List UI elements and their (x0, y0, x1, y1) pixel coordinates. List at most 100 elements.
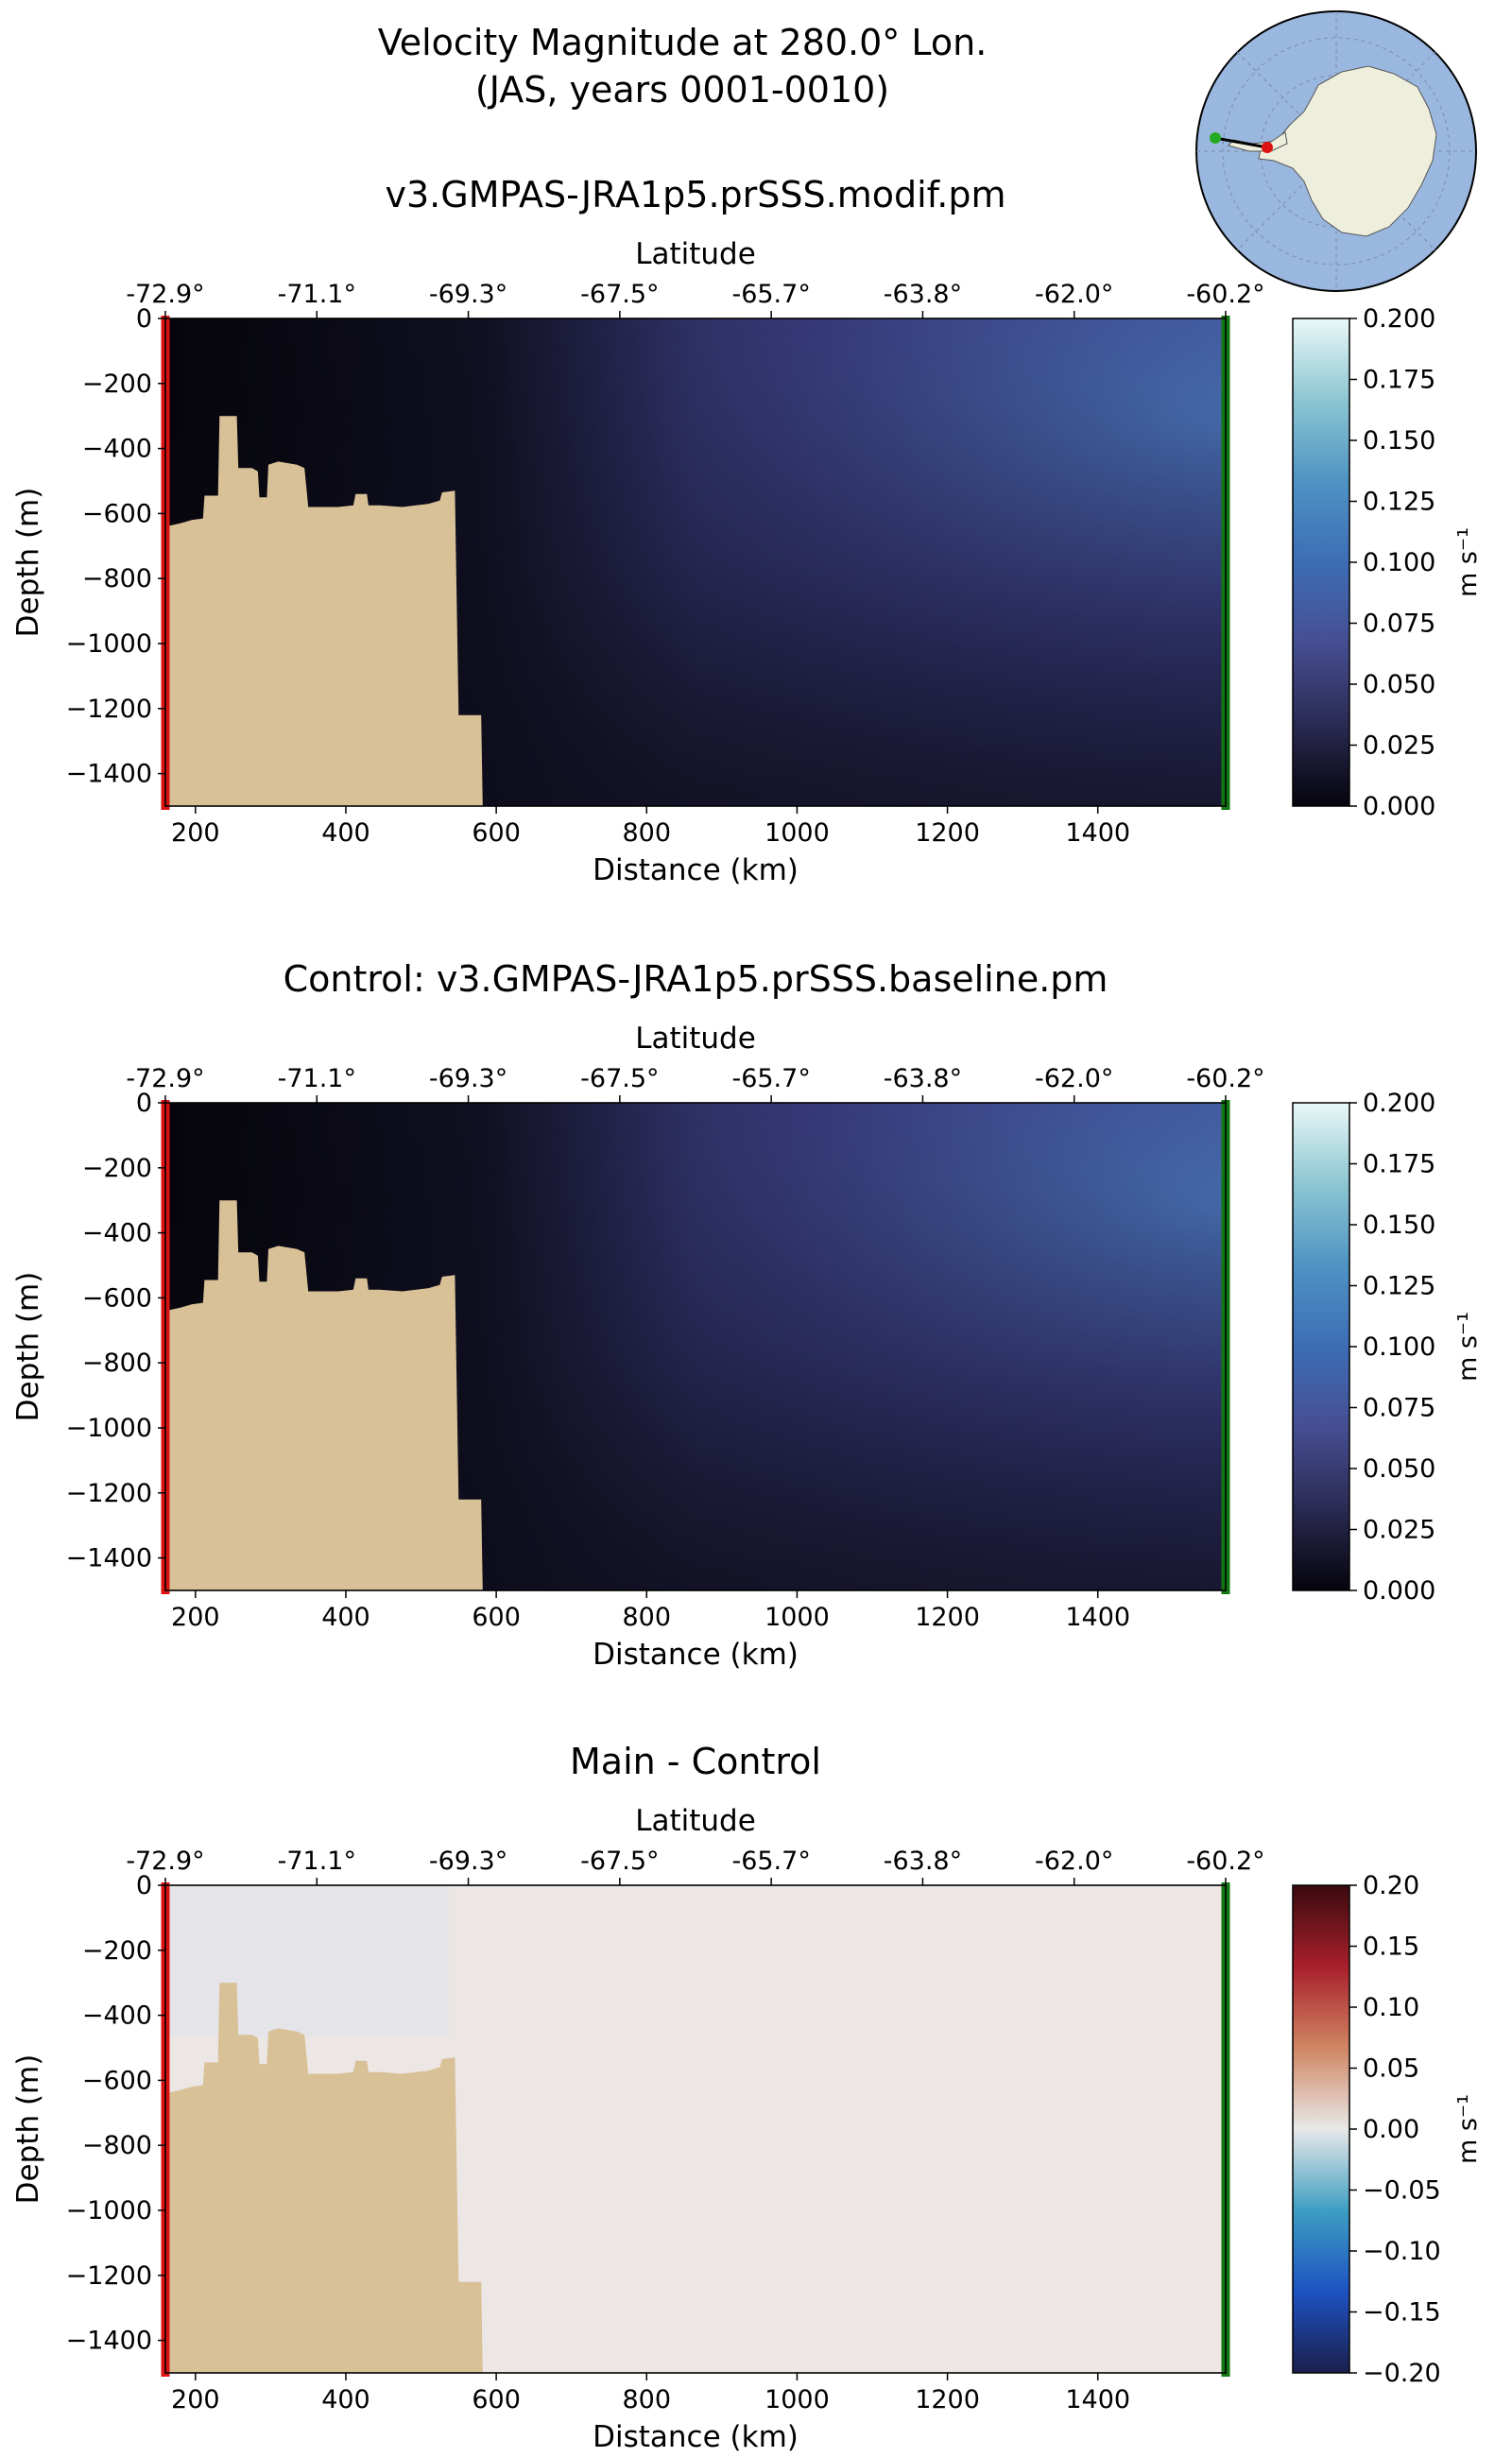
y-tick-label: −1200 (66, 1479, 152, 1508)
plot-frame (164, 1884, 1227, 2374)
latitude-tick-label: -63.8° (884, 280, 962, 309)
colorbar-label: m s⁻¹ (1453, 2094, 1483, 2164)
latitude-tick-label: -65.7° (731, 280, 810, 309)
colorbar-tick-label: 0.150 (1363, 1211, 1435, 1240)
x-tick-label: 400 (321, 1603, 370, 1632)
x-axis-label: Distance (km) (593, 1638, 799, 1672)
plot-frame (164, 318, 1227, 807)
latitude-tick-label: -72.9° (126, 1847, 204, 1876)
latitude-tick-label: -62.0° (1035, 280, 1113, 309)
colorbar: 0.000 0.025 0.050 0.075 0.100 0.125 0.150 0.175… (1292, 304, 1483, 821)
y-tick-label: −1200 (66, 695, 152, 724)
panel-title: Main - Control (570, 1741, 821, 1782)
latitude-tick-label: -60.2° (1186, 1064, 1264, 1093)
colorbar-tick-label: −0.20 (1363, 2359, 1441, 2388)
x-tick-label: 1000 (765, 1603, 830, 1632)
colorbar-tick-label: 0.075 (1363, 1394, 1435, 1423)
seafloor-topography (165, 1200, 483, 1590)
y-axis-label: Depth (m) (11, 1272, 45, 1422)
colorbar-tick-label: 0.20 (1363, 1871, 1419, 1900)
latitude-tick-label: -69.3° (429, 280, 507, 309)
inset-section-end (1262, 142, 1273, 153)
x-tick-label: 400 (321, 2385, 370, 2414)
y-tick-label: −1000 (66, 1414, 152, 1443)
inset-map (1195, 10, 1477, 292)
colorbar-tick-label: 0.05 (1363, 2054, 1419, 2084)
colorbar-tick-label: 0.125 (1363, 488, 1435, 517)
colorbar-tick-label: 0.00 (1363, 2115, 1419, 2144)
x-tick-label: 400 (321, 818, 370, 848)
colorbar-label: m s⁻¹ (1453, 527, 1483, 597)
x-tick-label: 1400 (1065, 1603, 1130, 1632)
colorbar-tick-label: 0.150 (1363, 426, 1435, 455)
latitude-tick-label: -71.1° (278, 1064, 356, 1093)
colorbar-tick-label: 0.025 (1363, 731, 1435, 761)
colorbar-tick-label: 0.200 (1363, 304, 1435, 334)
latitude-tick-label: -72.9° (126, 280, 204, 309)
colorbar-tick-label: 0.000 (1363, 1576, 1435, 1606)
inset-section-line (1214, 136, 1268, 149)
y-tick-label: −800 (82, 1349, 152, 1378)
latitude-tick-label: -67.5° (580, 1064, 659, 1093)
colorbar-tick-label: 0.10 (1363, 1993, 1419, 2022)
x-tick-label: 200 (171, 1603, 220, 1632)
latitude-tick-label: -62.0° (1035, 1847, 1113, 1876)
latitude-axis-label: Latitude (635, 1022, 756, 1056)
x-tick-label: 800 (623, 818, 672, 848)
y-tick-label: −600 (82, 1283, 152, 1313)
colorbar-tick-label: 0.175 (1363, 366, 1435, 395)
x-tick-label: 600 (472, 1603, 521, 1632)
colorbar-fill (1292, 318, 1350, 807)
latitude-tick-label: -63.8° (884, 1847, 962, 1876)
x-tick-label: 1400 (1065, 818, 1130, 848)
x-tick-label: 600 (472, 2385, 521, 2414)
x-tick-label: 200 (171, 2385, 220, 2414)
y-tick-label: −1400 (66, 1544, 152, 1573)
colorbar-tick-label: 0.15 (1363, 1933, 1419, 1962)
colorbar-tick-label: 0.000 (1363, 792, 1435, 821)
y-tick-label: −200 (82, 1936, 152, 1966)
colorbar-tick-label: 0.025 (1363, 1516, 1435, 1545)
latitude-axis-label: Latitude (635, 1804, 756, 1838)
seafloor-topography (165, 1983, 483, 2373)
panel-2: Control: v3.GMPAS-JRA1p5.prSSS.baseline.… (11, 958, 1483, 1672)
x-axis-label: Distance (km) (593, 853, 799, 887)
latitude-tick-label: -69.3° (429, 1064, 507, 1093)
y-tick-label: −400 (82, 435, 152, 464)
figure-title-line1: Velocity Magnitude at 280.0° Lon. (378, 22, 988, 63)
x-axis-label: Distance (km) (593, 2420, 799, 2454)
y-axis-label: Depth (m) (11, 488, 45, 638)
inset-section-start (1210, 132, 1221, 144)
y-tick-label: −400 (82, 1219, 152, 1248)
panel-title: Control: v3.GMPAS-JRA1p5.prSSS.baseline.… (284, 958, 1108, 1000)
colorbar-tick-label: −0.15 (1363, 2298, 1441, 2328)
x-tick-label: 1200 (915, 2385, 980, 2414)
x-tick-label: 1000 (765, 2385, 830, 2414)
y-tick-label: −800 (82, 564, 152, 593)
x-tick-label: 1200 (915, 818, 980, 848)
latitude-tick-label: -71.1° (278, 280, 356, 309)
x-tick-label: 1000 (765, 818, 830, 848)
x-tick-label: 1400 (1065, 2385, 1130, 2414)
x-tick-label: 800 (623, 2385, 672, 2414)
latitude-tick-label: -71.1° (278, 1847, 356, 1876)
figure-title-line2: (JAS, years 0001-0010) (475, 69, 889, 111)
y-tick-label: −1400 (66, 2327, 152, 2356)
y-tick-label: −1000 (66, 2196, 152, 2225)
x-tick-label: 1200 (915, 1603, 980, 1632)
latitude-tick-label: -69.3° (429, 1847, 507, 1876)
x-tick-label: 800 (623, 1603, 672, 1632)
y-tick-label: −800 (82, 2131, 152, 2160)
y-tick-label: 0 (136, 1871, 152, 1900)
colorbar-fill (1292, 1102, 1350, 1591)
latitude-tick-label: -60.2° (1186, 280, 1264, 309)
colorbar-tick-label: 0.200 (1363, 1089, 1435, 1118)
colorbar-tick-label: 0.075 (1363, 610, 1435, 639)
y-tick-label: −1200 (66, 2261, 152, 2291)
panel-1: v3.GMPAS-JRA1p5.prSSS.modif.pm Latitude -7… (11, 174, 1483, 887)
latitude-tick-label: -60.2° (1186, 1847, 1264, 1876)
latitude-tick-label: -65.7° (731, 1847, 810, 1876)
latitude-tick-label: -67.5° (580, 1847, 659, 1876)
y-tick-label: −400 (82, 2002, 152, 2031)
y-tick-label: −1000 (66, 629, 152, 659)
